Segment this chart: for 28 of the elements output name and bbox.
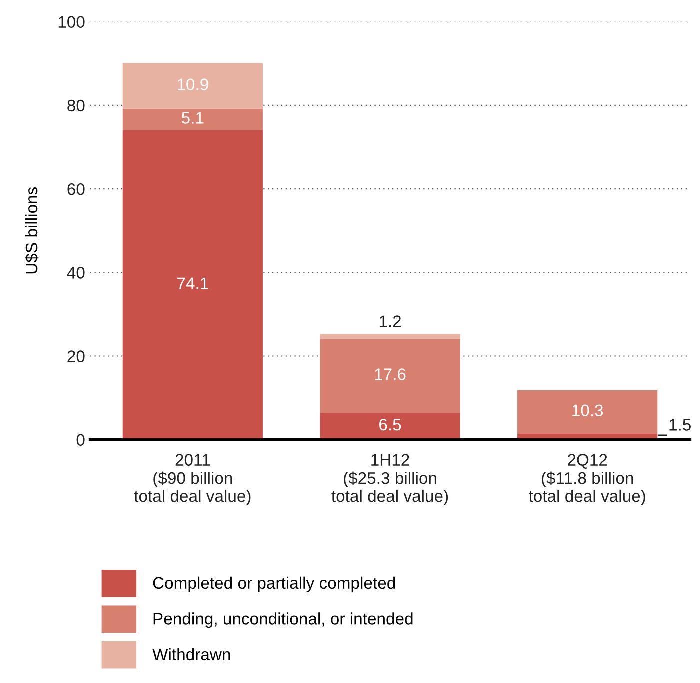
bar: [122, 130, 263, 440]
legend-label: Withdrawn: [152, 648, 230, 661]
data-label: 1.2: [380, 316, 401, 328]
y-tick-label: 20: [68, 350, 85, 362]
legend-label: Pending, unconditional, or intended: [154, 612, 413, 628]
y-tick-label: 100: [58, 16, 85, 28]
data-label: 1.5: [670, 419, 691, 431]
y-axis-title: U$S billions: [25, 187, 39, 274]
legend-label: Completed or partially completed: [153, 576, 396, 592]
bar: [122, 108, 263, 130]
y-tick-label: 60: [68, 183, 85, 196]
y-tick-label: 80: [68, 100, 85, 112]
bar: [122, 63, 263, 109]
y-tick-label: 40: [67, 267, 85, 279]
x-tick-label: 2011 ($90 billion total deal value): [134, 454, 251, 506]
bar: [320, 334, 460, 340]
data-label: 10.3: [572, 404, 604, 417]
data-label: 5.1: [182, 112, 204, 124]
data-label: 17.6: [375, 368, 406, 380]
x-tick-label: 1H12 ($25.3 billion total deal value): [332, 454, 448, 506]
x-tick-label: 2Q12 ($11.8 billion total deal value): [529, 454, 646, 506]
bar: [518, 390, 658, 434]
data-label: 6.5: [380, 418, 402, 431]
data-label: 74.1: [178, 278, 208, 290]
data-label: 10.9: [178, 78, 208, 90]
bar: [320, 412, 460, 440]
y-tick-label: 0: [76, 434, 85, 446]
bar: [320, 339, 460, 413]
